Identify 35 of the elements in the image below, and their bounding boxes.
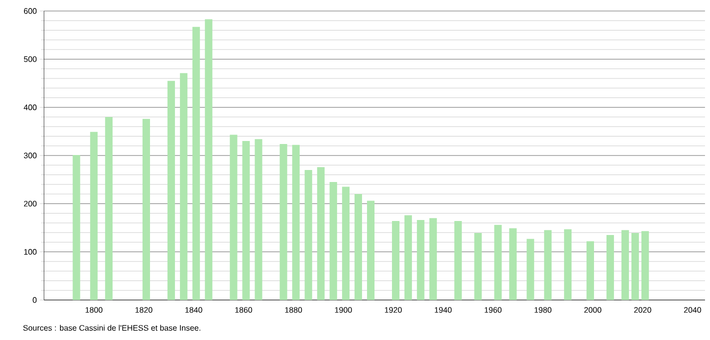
bar — [586, 241, 594, 300]
bar — [280, 144, 288, 300]
bar — [509, 228, 517, 300]
bar — [330, 182, 338, 300]
bar — [304, 170, 312, 300]
bar — [204, 19, 212, 300]
bar — [142, 118, 150, 300]
bar — [429, 218, 437, 300]
bar — [192, 26, 200, 300]
bar — [72, 155, 80, 300]
bar — [105, 116, 113, 300]
bar — [631, 233, 639, 300]
bar — [606, 234, 614, 300]
bar — [454, 221, 462, 300]
bar — [242, 141, 250, 300]
bar — [474, 233, 482, 300]
bar — [367, 200, 375, 300]
bar — [230, 134, 238, 300]
bar — [564, 229, 572, 300]
bar — [180, 73, 188, 300]
bar — [621, 230, 629, 300]
bar — [167, 80, 175, 300]
bar — [317, 167, 325, 300]
bar — [292, 144, 300, 300]
bar — [494, 224, 502, 300]
bar — [641, 231, 649, 300]
bar — [342, 186, 350, 300]
bar — [544, 230, 552, 300]
bar — [90, 132, 98, 300]
bar — [254, 139, 262, 300]
bar — [354, 194, 362, 300]
bar — [404, 215, 412, 300]
bar — [526, 238, 534, 300]
bar — [392, 221, 400, 300]
bar — [416, 220, 424, 300]
